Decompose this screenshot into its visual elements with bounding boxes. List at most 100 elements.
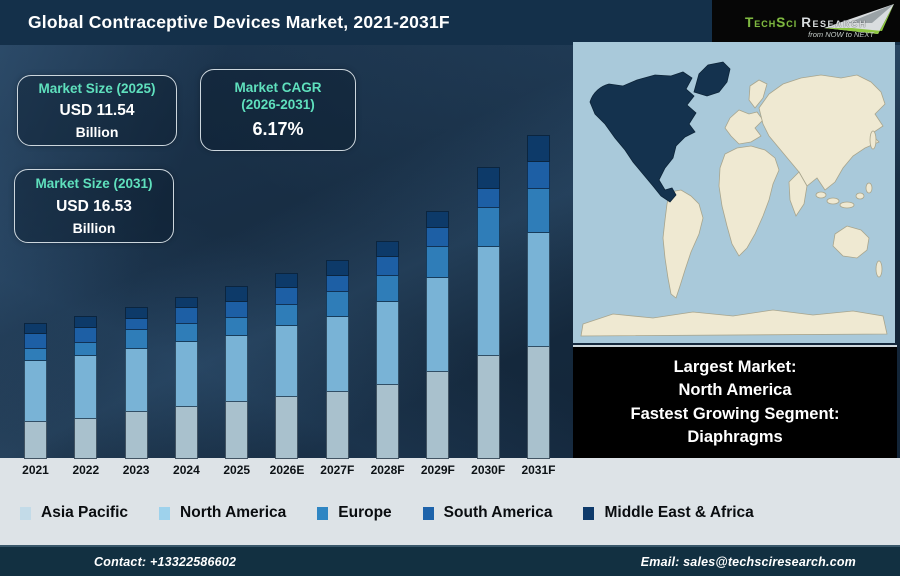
- techsci-logo: TechSci Research from NOW to NEXT: [712, 0, 900, 42]
- bar-segment-middle-east-africa: [376, 241, 400, 257]
- bar-column-2029F: 2029F: [421, 211, 455, 481]
- x-axis-label: 2027F: [320, 463, 355, 477]
- bar-segment-europe: [325, 292, 349, 317]
- map-australia: [832, 225, 870, 259]
- footer-bar: Contact: +13322586602 Email: sales@techs…: [0, 545, 900, 576]
- bar-column-2030F: 2030F: [471, 167, 505, 481]
- bar-segment-north-america: [174, 342, 198, 407]
- x-axis-label: 2024: [173, 463, 200, 477]
- chart-axis-strip: [0, 458, 900, 545]
- bar-stack: [426, 211, 450, 459]
- x-axis-label: 2025: [223, 463, 251, 477]
- legend-item-north-america: North America: [159, 504, 286, 522]
- world-map: [573, 42, 895, 343]
- bar-segment-south-america: [526, 162, 550, 189]
- bar-segment-north-america: [426, 278, 450, 372]
- bar-stack: [24, 323, 47, 459]
- map-new-zealand: [875, 260, 883, 278]
- stat-box-market-size-2025: Market Size (2025) USD 11.54 Billion: [17, 75, 177, 146]
- bar-stack: [124, 307, 148, 459]
- bar-segment-asia-pacific: [426, 372, 450, 459]
- bar-segment-europe: [124, 330, 148, 349]
- map-europe: [724, 109, 764, 145]
- bar-segment-asia-pacific: [225, 402, 249, 459]
- bar-segment-europe: [74, 343, 98, 356]
- legend-item-asia-pacific: Asia Pacific: [20, 504, 128, 522]
- legend-label: Middle East & Africa: [604, 504, 754, 521]
- bar-column-2025: 2025: [223, 286, 251, 481]
- bar-stack: [526, 135, 550, 459]
- x-axis-label: 2030F: [471, 463, 506, 477]
- bar-segment-europe: [225, 318, 249, 336]
- bar-segment-europe: [275, 305, 299, 326]
- bar-stack: [275, 273, 299, 459]
- x-axis-label: 2021: [22, 463, 49, 477]
- stat-label-line2: (2026-2031): [241, 96, 315, 112]
- logo-brand-text: TechSci: [744, 15, 798, 30]
- market-info-box: Largest Market: North America Fastest Gr…: [573, 345, 897, 458]
- map-greenland-highlight: [693, 61, 731, 97]
- legend-item-south-america: South America: [422, 504, 552, 522]
- map-asia: [758, 74, 886, 191]
- x-axis-label: 2026E: [269, 463, 305, 477]
- bar-segment-asia-pacific: [526, 347, 550, 459]
- stat-label: Market Size (2025): [38, 80, 156, 96]
- chart-legend: Asia Pacific North America Europe South Ame…: [20, 498, 890, 528]
- fastest-segment-label: Fastest Growing Segment:: [630, 404, 840, 423]
- bar-column-2024: 2024: [173, 297, 200, 481]
- bar-segment-europe: [24, 349, 47, 361]
- map-island: [855, 192, 865, 200]
- largest-market-value: North America: [678, 381, 792, 400]
- stat-value: USD 11.54: [59, 102, 135, 120]
- stat-box-market-cagr: Market CAGR (2026-2031) 6.17%: [200, 69, 356, 151]
- bar-segment-north-america: [225, 336, 249, 402]
- bar-segment-north-america: [275, 326, 299, 397]
- legend-label: Asia Pacific: [41, 504, 129, 521]
- map-south-america: [662, 189, 704, 299]
- bar-column-2021: 2021: [22, 323, 49, 481]
- x-axis-label: 2023: [122, 463, 150, 477]
- x-axis-label: 2029F: [420, 463, 455, 477]
- legend-label: North America: [180, 504, 287, 521]
- legend-swatch: [317, 506, 329, 520]
- bar-segment-asia-pacific: [174, 407, 198, 459]
- largest-market-label: Largest Market:: [673, 358, 797, 377]
- map-japan: [869, 130, 877, 150]
- logo-arrow-icon: [824, 4, 894, 34]
- bar-segment-middle-east-africa: [526, 135, 550, 162]
- bar-segment-south-america: [124, 319, 148, 330]
- bar-segment-south-america: [426, 228, 450, 247]
- bar-segment-europe: [174, 324, 198, 342]
- legend-item-europe: Europe: [317, 504, 392, 522]
- bar-segment-middle-east-africa: [325, 260, 349, 276]
- bar-segment-asia-pacific: [275, 397, 299, 459]
- legend-swatch: [20, 506, 31, 520]
- map-island: [815, 191, 827, 199]
- legend-swatch: [159, 506, 171, 520]
- bar-segment-south-america: [275, 288, 299, 305]
- bar-segment-middle-east-africa: [426, 211, 450, 228]
- bar-stack: [174, 297, 198, 459]
- map-island: [865, 182, 873, 194]
- stat-label-line1: Market CAGR: [234, 79, 322, 95]
- bar-segment-south-america: [24, 334, 47, 349]
- legend-swatch: [583, 506, 595, 520]
- bar-segment-europe: [426, 247, 450, 278]
- bar-segment-north-america: [526, 233, 550, 347]
- bar-segment-south-america: [376, 257, 400, 276]
- bar-column-2031F: 2031F: [521, 135, 555, 481]
- stat-label: Market Size (2031): [35, 176, 153, 192]
- bar-segment-middle-east-africa: [225, 286, 249, 302]
- bar-segment-north-america: [325, 317, 349, 392]
- world-map-panel: [573, 42, 895, 343]
- bar-segment-north-america: [376, 302, 400, 385]
- x-axis-label: 2028F: [370, 463, 405, 477]
- page-title: Global Contraceptive Devices Market, 202…: [28, 12, 450, 32]
- bar-segment-asia-pacific: [124, 412, 148, 459]
- bar-segment-south-america: [476, 189, 500, 208]
- stat-value: 6.17%: [252, 119, 304, 140]
- bar-column-2022: 2022: [72, 316, 99, 481]
- bar-segment-north-america: [24, 361, 47, 422]
- x-axis-label: 2031F: [521, 463, 556, 477]
